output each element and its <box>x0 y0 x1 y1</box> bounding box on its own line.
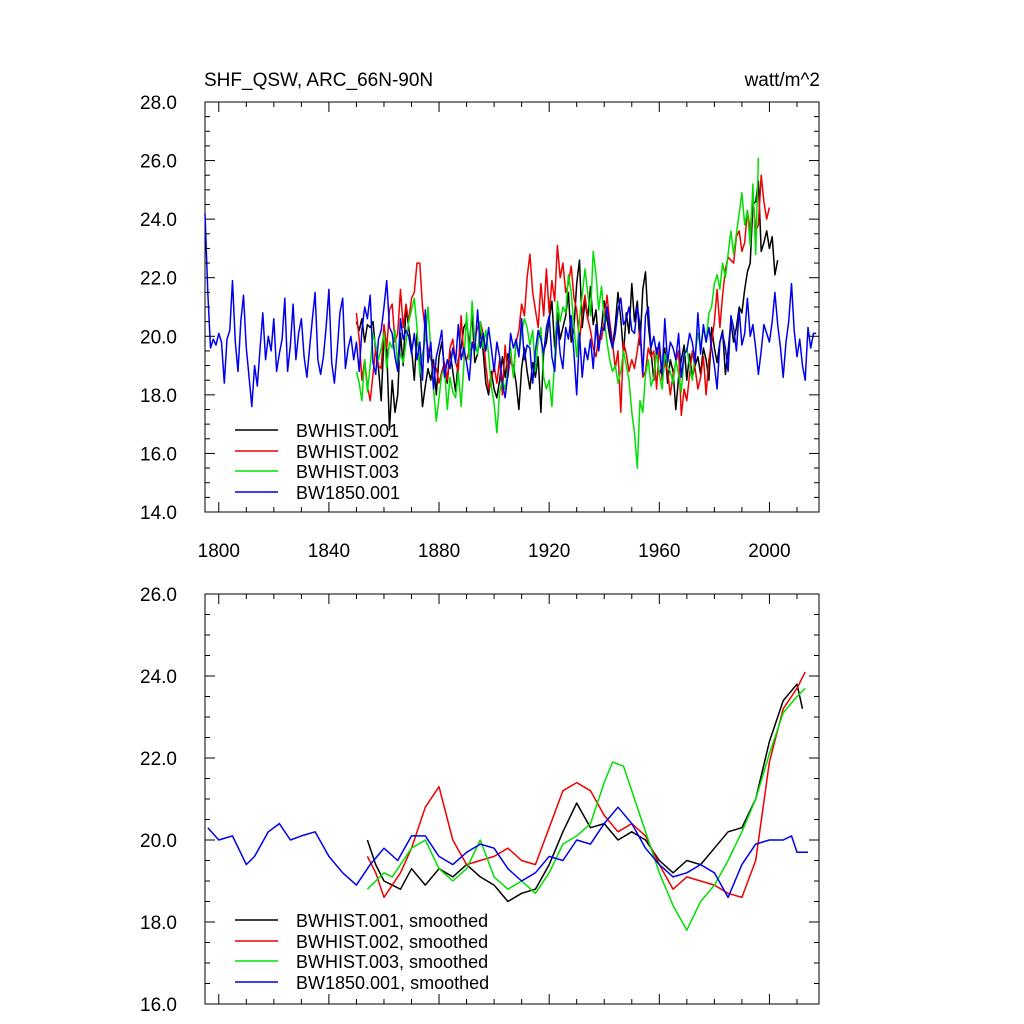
x-tick-label: 1840 <box>308 541 350 562</box>
bottom-legend: BWHIST.001, smoothed BWHIST.002, smoothe… <box>235 911 489 993</box>
axis-ticks <box>205 593 819 1005</box>
legend-label: BWHIST.003 <box>296 462 399 482</box>
units-label: watt/m^2 <box>744 70 820 91</box>
chart-title: SHF_QSW, ARC_66N-90N <box>204 70 433 91</box>
x-tick-label: 1960 <box>638 541 680 562</box>
legend-label: BW1850.001, smoothed <box>296 973 489 993</box>
y-tick-label: 22.0 <box>140 749 177 770</box>
y-tick-label: 18.0 <box>140 913 177 934</box>
top-xtick-labels: 1800 1840 1880 1920 1960 2000 <box>198 541 791 562</box>
series-line-bwhist-001-smoothed <box>366 683 804 903</box>
bottom-panel: 16.0 18.0 20.0 22.0 24.0 26.0 BWHIST.001… <box>140 585 820 1016</box>
legend-label: BWHIST.002, smoothed <box>296 932 488 952</box>
series-line-bw1850-001-smoothed <box>207 806 808 899</box>
series-lines <box>204 157 817 469</box>
y-tick-label: 20.0 <box>140 831 177 852</box>
series-line-bw1850-001 <box>204 213 817 408</box>
y-tick-label: 22.0 <box>140 269 177 290</box>
legend-label: BWHIST.002 <box>296 442 399 462</box>
top-panel: 1800 1840 1880 1920 1960 2000 14.0 16.0 … <box>140 93 820 562</box>
y-tick-label: 20.0 <box>140 327 177 348</box>
y-tick-label: 26.0 <box>140 585 177 606</box>
y-tick-label: 18.0 <box>140 386 177 407</box>
x-tick-label: 1920 <box>528 541 570 562</box>
y-tick-label: 14.0 <box>140 503 177 524</box>
legend-label: BWHIST.001 <box>296 421 399 441</box>
y-tick-label: 16.0 <box>140 444 177 465</box>
legend-label: BWHIST.001, smoothed <box>296 911 488 931</box>
top-ytick-labels: 14.0 16.0 18.0 20.0 22.0 24.0 26.0 28.0 <box>140 93 177 524</box>
series-line-bwhist-003-smoothed <box>366 687 806 931</box>
y-tick-label: 26.0 <box>140 152 177 173</box>
x-tick-label: 1880 <box>418 541 460 562</box>
y-tick-label: 28.0 <box>140 93 177 114</box>
series-line-bwhist-002-smoothed <box>366 671 806 899</box>
legend-label: BWHIST.003, smoothed <box>296 952 488 972</box>
x-tick-label: 2000 <box>748 541 790 562</box>
bottom-ytick-labels: 16.0 18.0 20.0 22.0 24.0 26.0 <box>140 585 177 1016</box>
series-line-bwhist-001 <box>355 180 779 431</box>
y-tick-label: 24.0 <box>140 667 177 688</box>
legend-label: BW1850.001 <box>296 483 400 503</box>
axis-ticks <box>205 101 819 513</box>
y-tick-label: 16.0 <box>140 995 177 1016</box>
series-line-bwhist-002 <box>355 174 771 417</box>
x-tick-label: 1800 <box>198 541 240 562</box>
series-lines <box>207 671 808 931</box>
y-tick-label: 24.0 <box>140 210 177 231</box>
top-legend: BWHIST.001 BWHIST.002 BWHIST.003 BW1850.… <box>235 421 400 503</box>
